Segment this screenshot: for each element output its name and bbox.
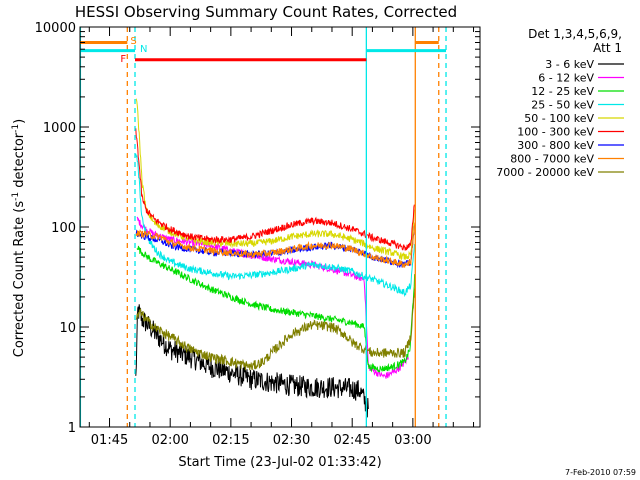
- series-line-4: [135, 153, 415, 298]
- y-tick-label: 10000: [35, 21, 76, 36]
- y-axis-label-exp-2: -1: [11, 124, 21, 133]
- y-tick-label: 1: [68, 421, 76, 436]
- series-line-8: [135, 222, 416, 268]
- y-axis-label-part-e: ): [12, 119, 27, 124]
- plot-area: SN F 1 10 100 1000 10000 01:45 02:00 02:15 02:30 02…: [35, 21, 481, 448]
- y-axis-label-part-a: Corrected Count Rate (s: [12, 201, 27, 358]
- legend-header-detectors: Det 1,3,4,5,6,9,: [528, 27, 622, 41]
- footer-timestamp: 7-Feb-2010 07:59: [565, 468, 636, 477]
- x-tick-label: 02:00: [151, 433, 188, 448]
- legend-entry-label: 25 - 50 keV: [531, 99, 594, 112]
- legend-header-attenuator: Att 1: [593, 41, 622, 55]
- flag-label-s: S: [130, 36, 136, 47]
- chart-title: HESSI Observing Summary Count Rates, Cor…: [75, 3, 457, 21]
- series-line-3: [136, 245, 416, 373]
- flag-label-f: F: [120, 54, 126, 65]
- series-line-1: [135, 304, 369, 418]
- x-axis-label: Start Time (23-Jul-02 01:33:42): [178, 455, 381, 470]
- y-axis-label-exp-1: -1: [11, 192, 21, 201]
- legend-entry-label: 100 - 300 keV: [517, 126, 594, 139]
- legend-entry-label: 12 - 25 keV: [531, 85, 594, 98]
- series-line-5: [135, 98, 415, 261]
- x-tick-label: 03:00: [394, 433, 431, 448]
- legend-entry-label: 300 - 800 keV: [517, 139, 594, 152]
- series-line-6: [135, 128, 415, 251]
- y-axis-label: Corrected Count Rate (s-1 detector-1): [11, 119, 27, 357]
- x-tick-label: 01:45: [91, 433, 128, 448]
- y-tick-label: 100: [51, 221, 76, 236]
- legend-entry-label: 800 - 7000 keV: [510, 153, 594, 166]
- legend-entry-label: 6 - 12 keV: [538, 72, 594, 85]
- y-tick-label: 10: [59, 321, 76, 336]
- x-tick-label: 02:45: [333, 433, 370, 448]
- legend-entry-label: 7000 - 20000 keV: [496, 166, 594, 179]
- x-tick-label: 02:30: [273, 433, 310, 448]
- legend-entry-label: 50 - 100 keV: [524, 112, 594, 125]
- x-tick-label: 02:15: [212, 433, 249, 448]
- flag-label-n: N: [140, 44, 147, 55]
- legend-entry-label: 3 - 6 keV: [545, 58, 594, 71]
- y-tick-label: 1000: [43, 121, 76, 136]
- series-line-9: [135, 288, 416, 371]
- y-axis-label-part-c: detector: [12, 132, 27, 192]
- data-layer: [135, 98, 416, 418]
